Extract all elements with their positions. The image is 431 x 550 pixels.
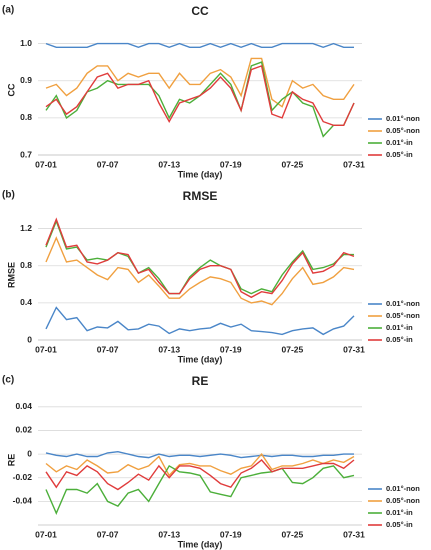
x-tick-label: 07-25 — [282, 159, 304, 169]
series-line — [45, 219, 354, 295]
y-tick-label: 0.7 — [20, 149, 32, 159]
x-tick-label: 07-13 — [158, 159, 180, 169]
legend-label: 0.01°-non — [386, 484, 420, 493]
legend-label: 0.01°-non — [386, 299, 420, 308]
chart-title: RE — [192, 374, 209, 388]
legend-label: 0.05°-in — [386, 335, 413, 344]
x-tick-label: 07-31 — [343, 529, 365, 539]
x-axis-label: Time (day) — [178, 354, 223, 364]
y-tick-label: 0 — [27, 334, 32, 344]
y-axis-label: RMSE — [6, 262, 16, 288]
x-tick-label: 07-07 — [97, 159, 119, 169]
panel-label: (b) — [2, 190, 15, 201]
legend-label: 0.01°-in — [386, 508, 413, 517]
series-line — [45, 452, 355, 477]
x-axis-label: Time (day) — [178, 539, 223, 549]
x-tick-label: 07-31 — [343, 344, 365, 354]
legend-label: 0.05°-non — [386, 496, 420, 505]
series-line — [45, 42, 354, 49]
series-line — [45, 306, 355, 336]
series-line — [45, 217, 355, 299]
y-tick-label: 1.0 — [20, 38, 32, 48]
x-tick-label: 07-07 — [97, 529, 119, 539]
chart-title: RMSE — [183, 189, 218, 203]
panel-label: (a) — [2, 5, 14, 16]
panel-label: (c) — [2, 375, 14, 386]
series-line — [45, 61, 355, 138]
y-tick-label: -0.04 — [13, 496, 33, 506]
y-axis-label: RE — [6, 454, 16, 467]
y-tick-label: 0.8 — [20, 260, 32, 270]
y-tick-label: 0.02 — [15, 425, 32, 435]
legend-label: 0.01°-in — [386, 323, 413, 332]
x-tick-label: 07-01 — [35, 529, 57, 539]
x-tick-label: 07-25 — [282, 529, 304, 539]
y-tick-label: 0.04 — [15, 401, 32, 411]
chart-title: CC — [191, 4, 209, 18]
legend-label: 0.05°-in — [386, 150, 413, 159]
series-line — [45, 57, 355, 108]
series-line — [45, 459, 355, 491]
x-tick-label: 07-07 — [97, 344, 119, 354]
y-tick-label: 0.9 — [20, 75, 32, 85]
y-tick-label: 1.2 — [20, 223, 32, 233]
series-line — [45, 464, 355, 515]
x-tick-label: 07-19 — [220, 159, 242, 169]
legend-label: 0.01°-non — [386, 114, 420, 123]
series-line — [45, 64, 355, 126]
y-tick-label: 0 — [27, 448, 32, 458]
x-tick-label: 07-19 — [220, 529, 242, 539]
y-axis-label: CC — [6, 83, 16, 96]
x-axis-label: Time (day) — [178, 169, 223, 179]
series-line — [45, 450, 354, 459]
legend-label: 0.05°-in — [386, 520, 413, 529]
y-tick-label: 0.8 — [20, 112, 32, 122]
x-tick-label: 07-01 — [35, 159, 57, 169]
y-tick-label: -0.02 — [13, 472, 33, 482]
x-tick-label: 07-25 — [282, 344, 304, 354]
x-tick-label: 07-31 — [343, 159, 365, 169]
legend-label: 0.01°-in — [386, 138, 413, 147]
x-tick-label: 07-13 — [158, 529, 180, 539]
y-tick-label: 0.4 — [20, 297, 32, 307]
series-line — [45, 236, 355, 306]
legend-label: 0.05°-non — [386, 311, 420, 320]
x-tick-label: 07-13 — [158, 344, 180, 354]
legend-label: 0.05°-non — [386, 126, 420, 135]
x-tick-label: 07-19 — [220, 344, 242, 354]
x-tick-label: 07-01 — [35, 344, 57, 354]
